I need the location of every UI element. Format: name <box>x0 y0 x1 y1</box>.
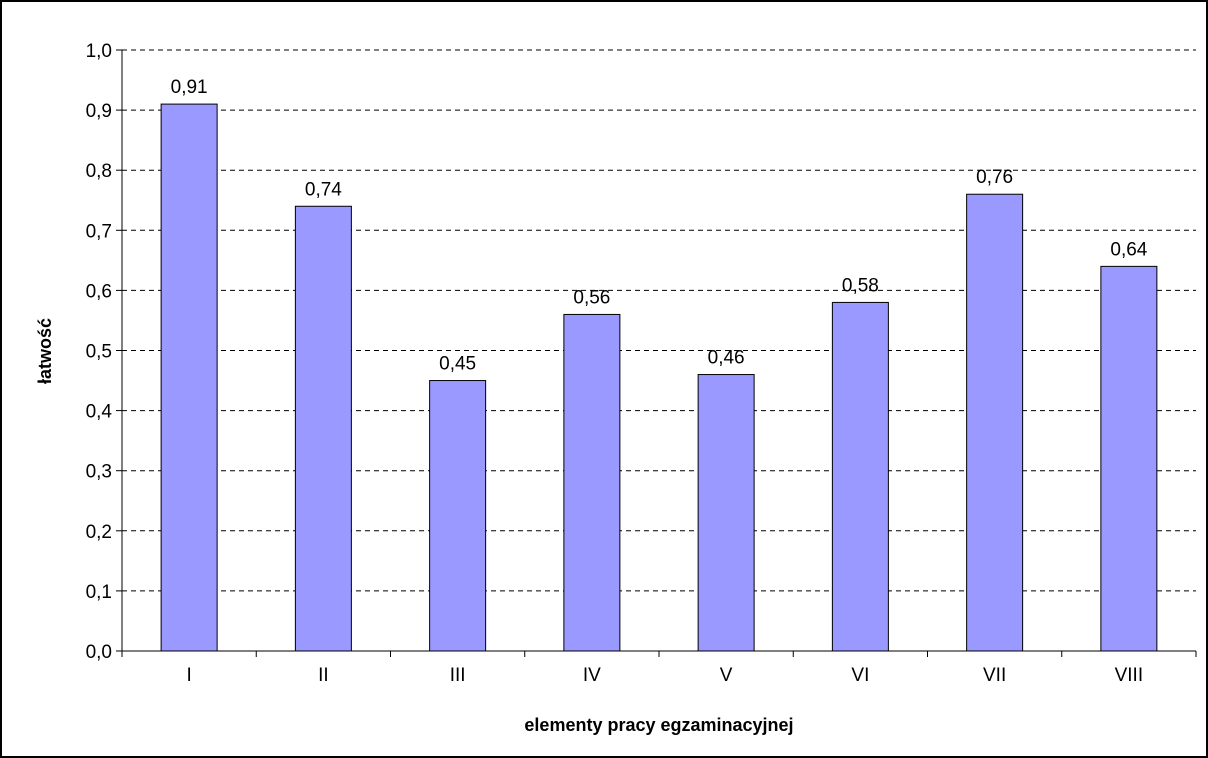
y-tick-label: 0,8 <box>86 161 112 182</box>
y-tick-label: 0,1 <box>86 582 112 603</box>
bar <box>563 313 621 652</box>
data-label: 0,46 <box>708 348 745 369</box>
data-label: 0,45 <box>439 354 476 375</box>
x-tick-label: VI <box>851 665 869 686</box>
x-tick-label: I <box>186 665 191 686</box>
data-label: 0,74 <box>305 179 342 200</box>
y-tick-label: 0,0 <box>86 642 112 663</box>
bar <box>429 380 487 652</box>
x-axis-title: elementy pracy egzaminacyjnej <box>524 715 793 735</box>
y-tick-label: 0,9 <box>86 101 112 122</box>
x-tick-label: IV <box>583 665 601 686</box>
bar <box>697 374 755 652</box>
y-tick-label: 0,7 <box>86 221 112 242</box>
x-tick-label: VIII <box>1115 665 1144 686</box>
y-tick-label: 0,3 <box>86 462 112 483</box>
labels: 0,0 0,1 0,2 0,3 0,4 0,5 0,6 0,7 0,8 0,9 1,0 0,91 I 0,… <box>86 41 1148 686</box>
x-tick-label: VII <box>983 665 1006 686</box>
x-tick-label: III <box>450 665 466 686</box>
y-tick-label: 0,6 <box>86 281 112 302</box>
data-label: 0,76 <box>976 167 1013 188</box>
data-label: 0,58 <box>842 275 879 296</box>
y-axis-title: łatwość <box>35 318 55 384</box>
data-label: 0,91 <box>171 77 208 98</box>
y-tick-label: 0,4 <box>86 402 113 423</box>
x-tick-label: II <box>318 665 329 686</box>
y-tick-label: 1,0 <box>86 41 112 62</box>
bar <box>294 205 352 652</box>
bar <box>831 301 889 652</box>
bars <box>160 103 1158 652</box>
bar <box>1100 265 1158 652</box>
axes <box>116 49 1197 657</box>
y-tick-label: 0,5 <box>86 342 112 363</box>
data-label: 0,56 <box>573 287 610 308</box>
data-label: 0,64 <box>1110 239 1147 260</box>
y-tick-label: 0,2 <box>86 522 112 543</box>
bar <box>966 193 1024 652</box>
bar <box>160 103 218 652</box>
x-tick-label: V <box>720 665 733 686</box>
